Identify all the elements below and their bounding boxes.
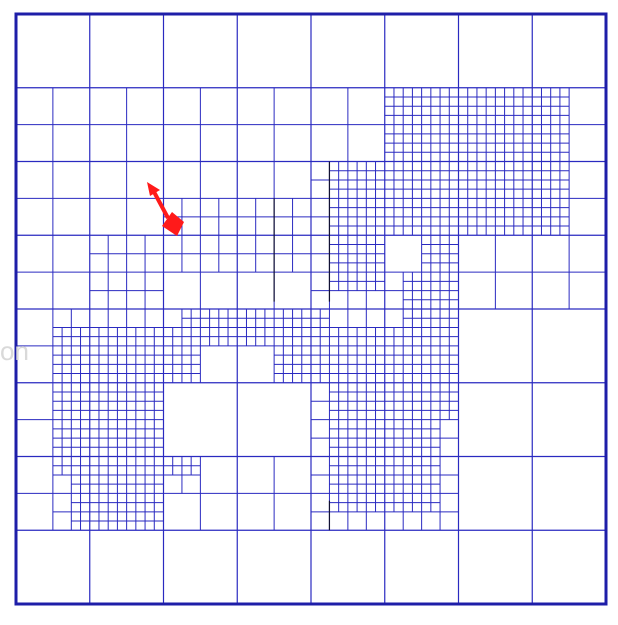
watermark-text: on xyxy=(0,336,29,366)
agent-body xyxy=(162,212,184,236)
red-arrow-robot-icon xyxy=(147,182,184,236)
agent-heading-line xyxy=(151,189,170,219)
agent-arrowhead xyxy=(147,182,160,196)
map-border xyxy=(14,12,608,606)
